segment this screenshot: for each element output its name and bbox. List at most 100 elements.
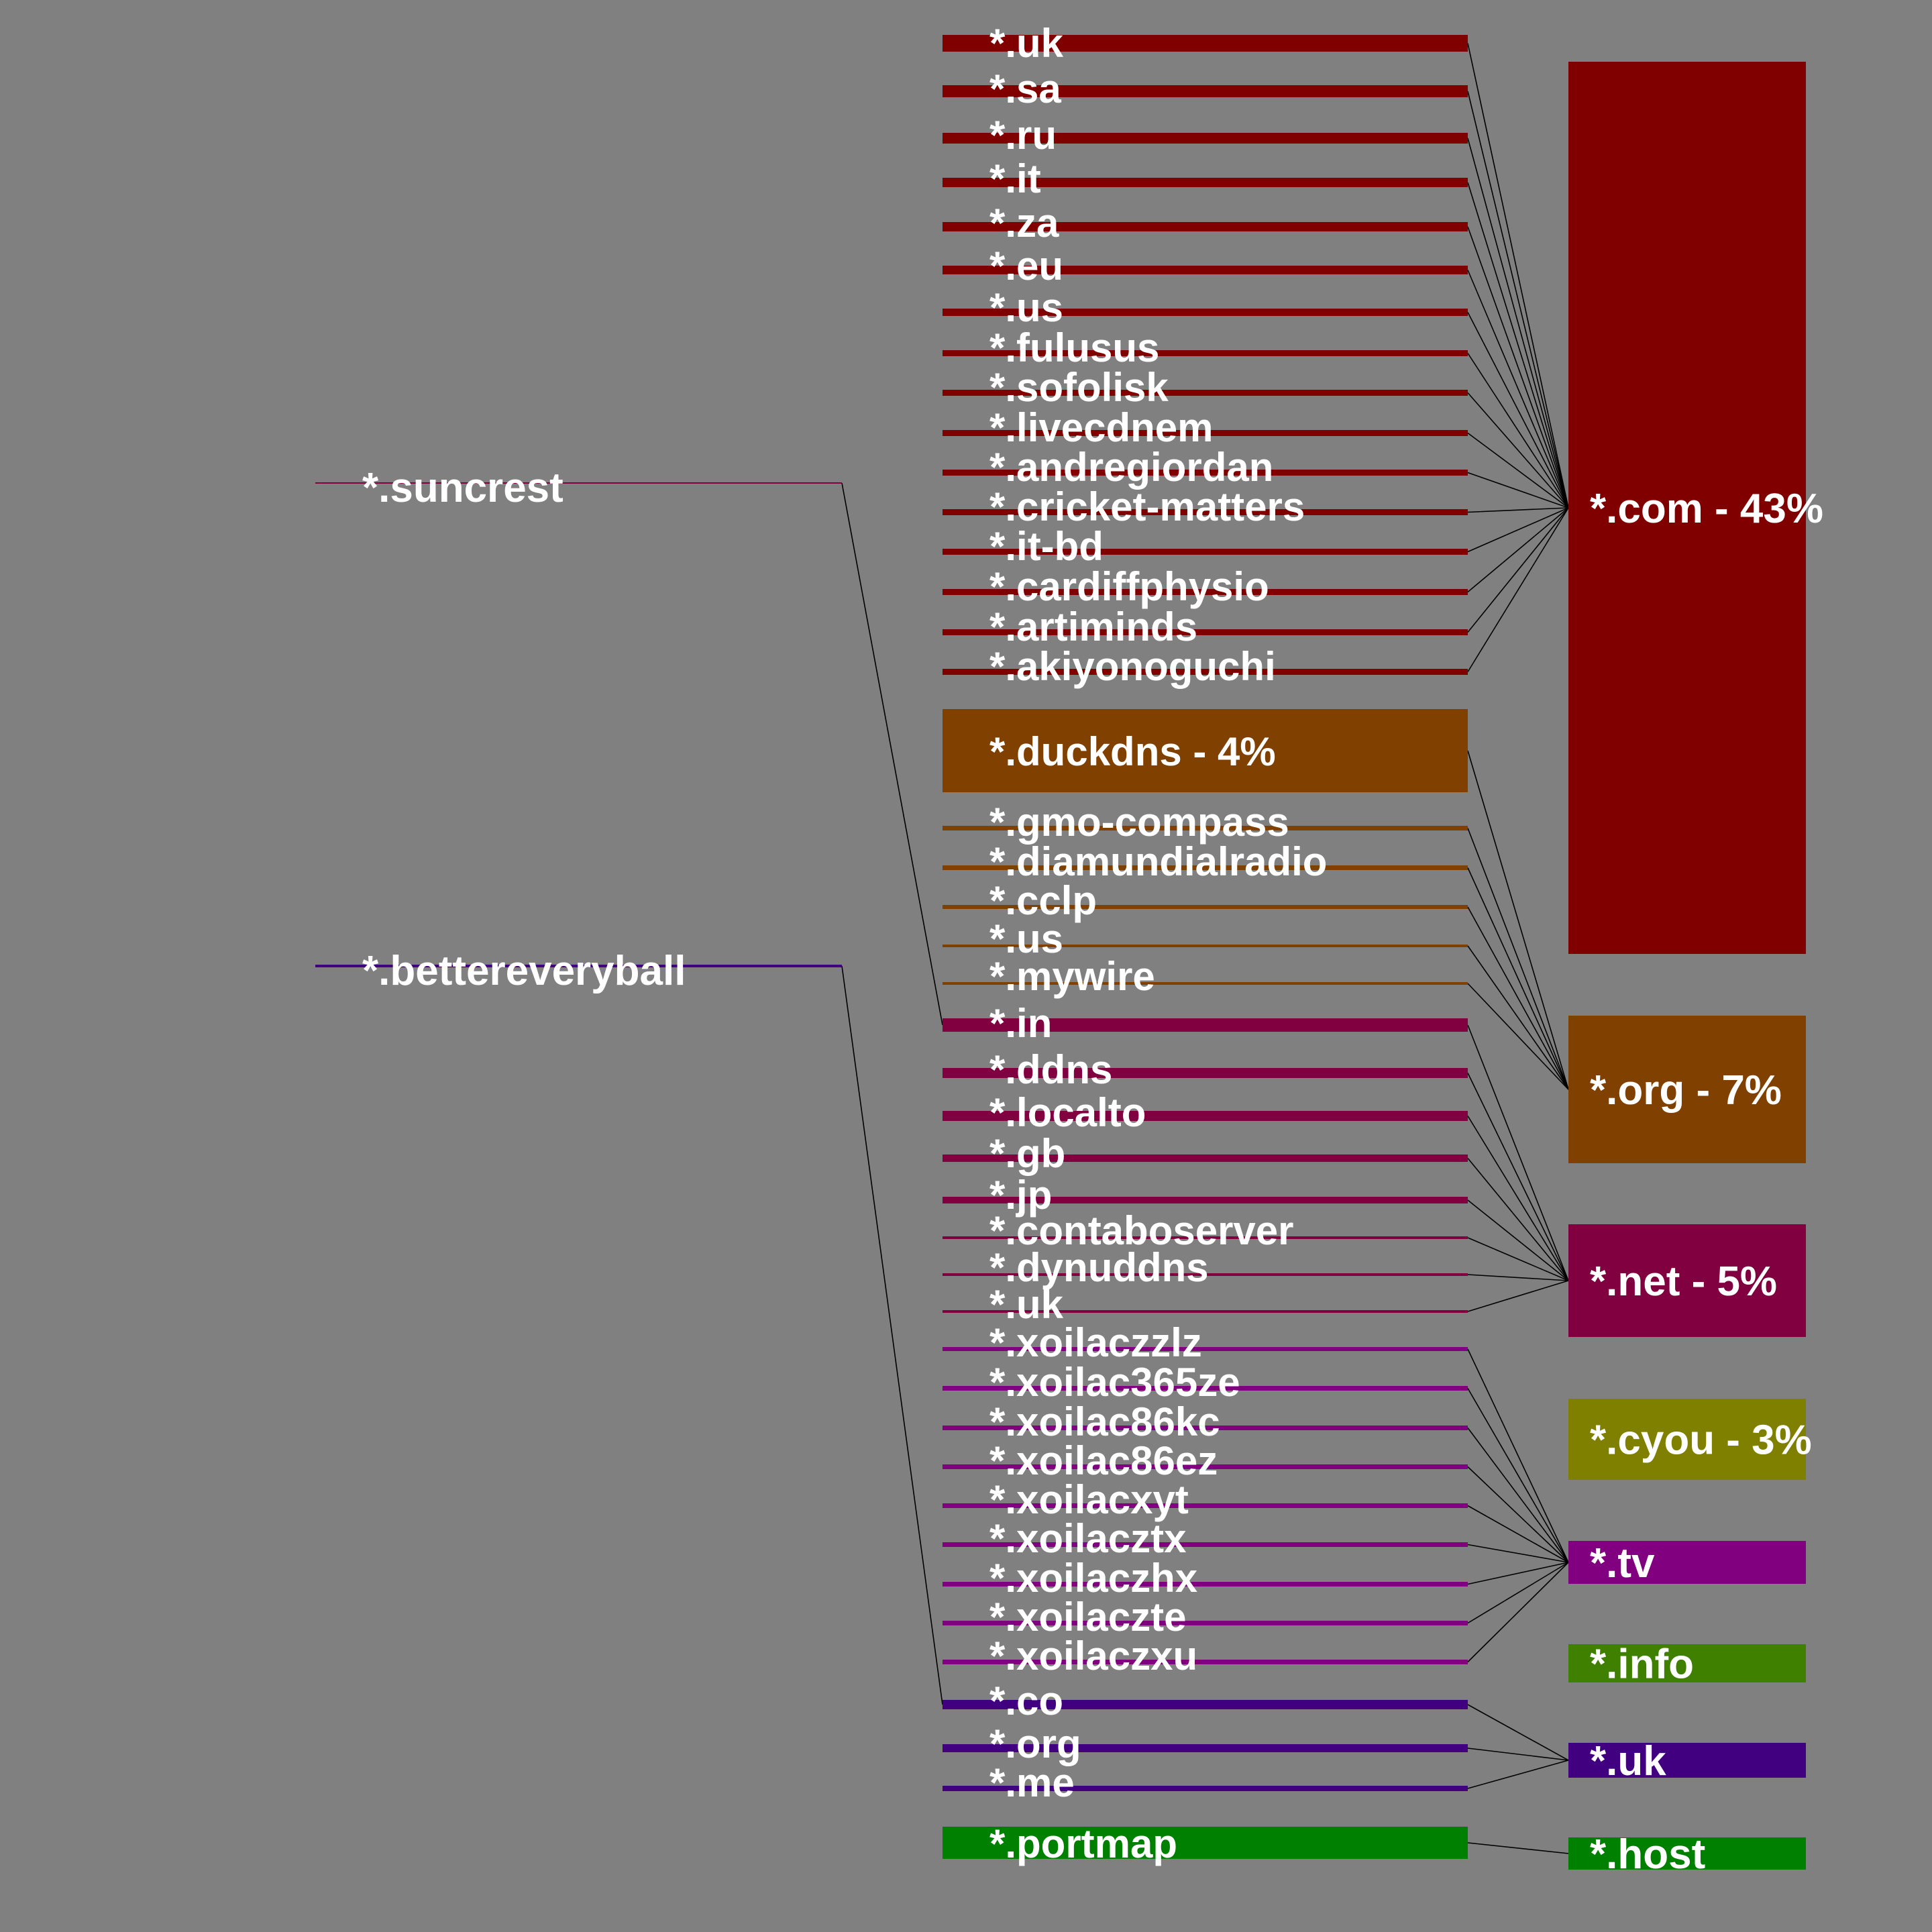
subdomain-label-cardiffphysio: *.cardiffphysio bbox=[989, 564, 1269, 609]
connector-mywire-to-org bbox=[1467, 983, 1569, 1090]
tld-label-uk: *.uk bbox=[1590, 1738, 1666, 1784]
level3-nodes: *.com - 43% *.org - 7% *.net - 5% *.cyou - … bbox=[1568, 62, 1823, 1878]
tld-bar-cyou bbox=[1568, 1399, 1806, 1480]
tld-bar-org bbox=[1568, 1016, 1806, 1163]
subdomain-label-contaboserver: *.contaboserver bbox=[989, 1208, 1294, 1253]
subdomain-bar-gmo-compass bbox=[943, 826, 1468, 830]
subdomain-bar-us bbox=[943, 309, 1468, 316]
subdomain-bar-xoilaczte bbox=[943, 1621, 1468, 1625]
subdomain-label-andregiordan: *.andregiordan bbox=[989, 445, 1273, 490]
subdomain-label-ddns: *.ddns bbox=[989, 1047, 1112, 1092]
subdomain-bar-in bbox=[943, 1018, 1468, 1032]
connector-xoilac86kc-to-tv bbox=[1467, 1428, 1569, 1563]
connector-cricket-matters-to-com bbox=[1467, 507, 1569, 513]
subdomain-label-sa: *.sa bbox=[989, 66, 1061, 111]
subdomain-bar-it-bd bbox=[943, 549, 1468, 555]
subdomain-bar-gb bbox=[943, 1155, 1468, 1162]
connector-in-to-net bbox=[1467, 1024, 1569, 1281]
subdomain-label-uk: *.uk bbox=[989, 21, 1064, 66]
connector-gb-to-net bbox=[1467, 1157, 1569, 1281]
connector-localto-to-net bbox=[1467, 1116, 1569, 1281]
subdomain-bar-cardiffphysio bbox=[943, 589, 1468, 595]
subdomain-label-localto: *.localto bbox=[989, 1090, 1146, 1135]
connector-me-to-uk bbox=[1467, 1760, 1569, 1789]
subdomain-label-co: *.co bbox=[989, 1678, 1063, 1723]
connector-livecdnem-to-com bbox=[1467, 432, 1569, 508]
connector-xoilacxyt-to-tv bbox=[1467, 1505, 1569, 1563]
connector-diamundialradio-to-org bbox=[1467, 867, 1569, 1090]
tld-bar-host bbox=[1568, 1837, 1806, 1870]
subdomain-bar-xoilaczxu bbox=[943, 1660, 1468, 1664]
tld-label-net: *.net - 5% bbox=[1590, 1258, 1777, 1305]
connector-org-to-uk bbox=[1467, 1748, 1569, 1761]
subdomain-bar-co bbox=[943, 1700, 1468, 1709]
root-label-bettereveryball: *.bettereveryball bbox=[362, 948, 686, 994]
subdomain-bar-mywire bbox=[943, 982, 1468, 985]
tld-label-host: *.host bbox=[1590, 1831, 1705, 1878]
subdomain-bar-xoilac86kc bbox=[943, 1426, 1468, 1430]
connector-xoilaczxu-to-tv bbox=[1467, 1562, 1569, 1663]
connector-jp-to-net bbox=[1467, 1199, 1569, 1281]
subdomain-bar-xoilacztx bbox=[943, 1542, 1468, 1547]
subdomain-label-duckdns-4: *.duckdns - 4% bbox=[989, 729, 1276, 774]
connector-root-0 bbox=[841, 482, 943, 1026]
subdomain-bar-localto bbox=[943, 1111, 1468, 1121]
subdomain-bar-uk bbox=[943, 1310, 1468, 1313]
connector-xoilaczhx-to-tv bbox=[1467, 1562, 1569, 1585]
connector-uk-to-com bbox=[1467, 43, 1569, 508]
level1-nodes: *.suncrest *.bettereveryball bbox=[315, 465, 842, 994]
subdomain-label-dynuddns: *.dynuddns bbox=[989, 1245, 1209, 1290]
subdomain-bar-duckdns-4 bbox=[943, 709, 1468, 792]
connector-root-1 bbox=[841, 965, 943, 1705]
subdomain-bar-sofolisk bbox=[943, 390, 1468, 396]
subdomain-bar-portmap bbox=[943, 1827, 1468, 1859]
tld-bar-uk bbox=[1568, 1743, 1806, 1778]
tld-label-tv: *.tv bbox=[1590, 1540, 1655, 1587]
subdomain-bar-it bbox=[943, 178, 1468, 187]
connector-it-to-com bbox=[1467, 182, 1569, 508]
connector-us-to-com bbox=[1467, 312, 1569, 508]
subdomain-label-org: *.org bbox=[989, 1721, 1081, 1766]
subdomain-label-livecdnem: *.livecdnem bbox=[989, 405, 1214, 450]
subdomain-bar-sa bbox=[943, 85, 1468, 97]
connector-dynuddns-to-net bbox=[1467, 1274, 1569, 1281]
subdomain-label-sofolisk: *.sofolisk bbox=[989, 365, 1169, 410]
connector-xoilac365ze-to-tv bbox=[1467, 1388, 1569, 1563]
subdomain-label-xoilac86ez: *.xoilac86ez bbox=[989, 1438, 1218, 1483]
subdomain-label-xoilaczhx: *.xoilaczhx bbox=[989, 1556, 1197, 1601]
connector-ddns-to-net bbox=[1467, 1073, 1569, 1281]
tld-bar-com bbox=[1568, 62, 1806, 954]
connector-za-to-com bbox=[1467, 226, 1569, 508]
subdomain-label-portmap: *.portmap bbox=[989, 1821, 1177, 1866]
subdomain-label-it: *.it bbox=[989, 156, 1041, 201]
subdomain-bar-jp bbox=[943, 1197, 1468, 1203]
subdomain-bar-xoilaczhx bbox=[943, 1582, 1468, 1587]
subdomain-label-me: *.me bbox=[989, 1760, 1075, 1805]
subdomain-label-xoilaczte: *.xoilaczte bbox=[989, 1595, 1186, 1640]
tld-bar-info bbox=[1568, 1644, 1806, 1682]
subdomain-label-us: *.us bbox=[989, 285, 1063, 330]
connector-xoilac86ez-to-tv bbox=[1467, 1466, 1569, 1563]
subdomain-bar-za bbox=[943, 222, 1468, 231]
connector-sofolisk-to-com bbox=[1467, 392, 1569, 508]
subdomain-bar-eu bbox=[943, 266, 1468, 274]
subdomain-bar-akiyonoguchi bbox=[943, 669, 1468, 675]
subdomain-label-uk: *.uk bbox=[989, 1282, 1064, 1327]
subdomain-label-za: *.za bbox=[989, 201, 1059, 246]
subdomain-bar-contaboserver bbox=[943, 1236, 1468, 1239]
subdomain-label-xoilacztx: *.xoilacztx bbox=[989, 1516, 1186, 1561]
subdomain-label-gb: *.gb bbox=[989, 1131, 1065, 1176]
connector-xoilaczzlz-to-tv bbox=[1467, 1348, 1569, 1563]
subdomain-bar-org bbox=[943, 1744, 1468, 1752]
subdomain-label-cclp: *.cclp bbox=[989, 878, 1097, 923]
subdomain-label-diamundialradio: *.diamundialradio bbox=[989, 839, 1327, 884]
subdomain-label-cricket-matters: *.cricket-matters bbox=[989, 484, 1305, 529]
connector-cclp-to-org bbox=[1467, 906, 1569, 1090]
subdomain-label-akiyonoguchi: *.akiyonoguchi bbox=[989, 644, 1276, 689]
connector-akiyonoguchi-to-com bbox=[1467, 507, 1569, 672]
subdomain-bar-us bbox=[943, 945, 1468, 947]
subdomain-bar-fulusus bbox=[943, 350, 1468, 356]
connector-it-bd-to-com bbox=[1467, 507, 1569, 553]
subdomain-label-jp: *.jp bbox=[989, 1173, 1052, 1218]
tld-label-org: *.org - 7% bbox=[1590, 1067, 1782, 1114]
